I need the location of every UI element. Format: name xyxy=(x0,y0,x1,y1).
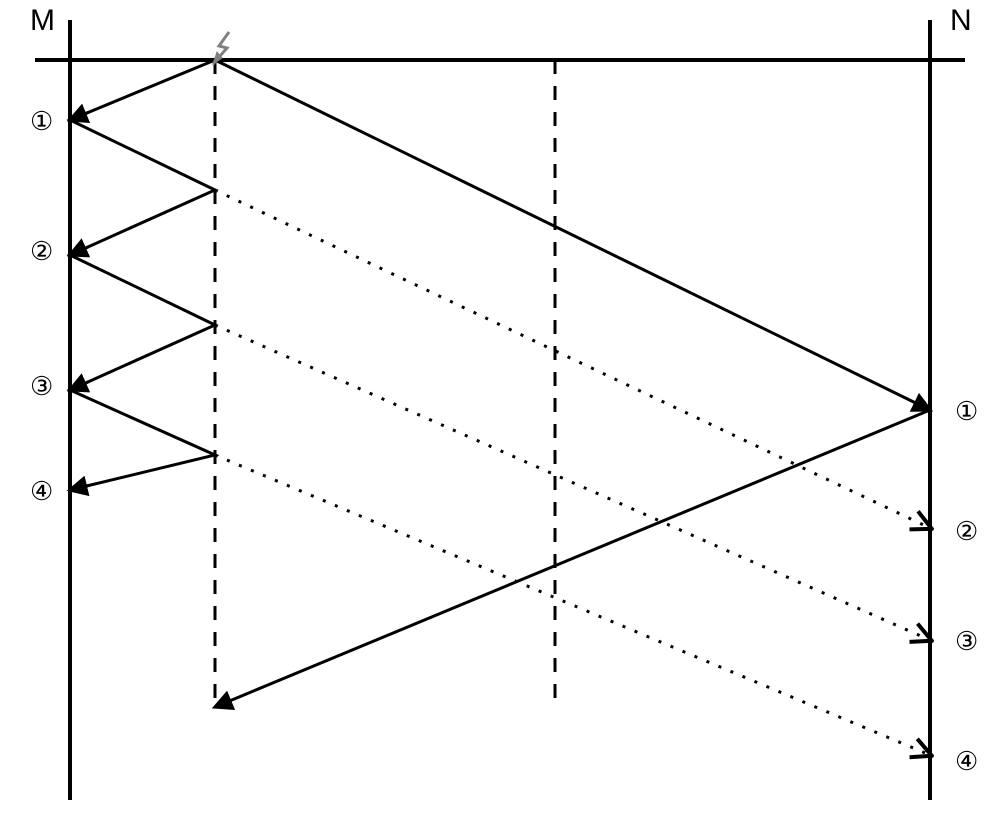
zigzag-arrow xyxy=(70,112,88,120)
wave-n1-reflection xyxy=(215,410,930,707)
label-left-1: ① xyxy=(30,106,53,136)
wave-dotted-to-n-3 xyxy=(215,325,930,640)
wave-lines xyxy=(70,60,930,755)
label-right-3: ③ xyxy=(955,626,978,656)
label-right-1: ① xyxy=(955,396,978,426)
lattice-diagram: M N ① ② ③ ④ ① ② ③ ④ xyxy=(0,0,1000,818)
wave-dotted-to-n-4 xyxy=(215,455,930,755)
label-left-4: ④ xyxy=(30,476,53,506)
labels: M N ① ② ③ ④ ① ② ③ ④ xyxy=(30,4,978,776)
structure-lines xyxy=(35,20,965,800)
label-right-2: ② xyxy=(955,516,978,546)
zigzag-arrow xyxy=(70,247,88,255)
zigzag-arrow xyxy=(70,382,88,390)
label-m: M xyxy=(30,4,55,37)
wave-to-n1 xyxy=(215,60,930,410)
label-left-2: ② xyxy=(30,236,53,266)
zigzag-m xyxy=(70,60,215,490)
zigzag-arrow xyxy=(70,485,89,490)
label-left-3: ③ xyxy=(30,371,53,401)
label-n: N xyxy=(950,4,972,37)
label-right-4: ④ xyxy=(955,746,978,776)
